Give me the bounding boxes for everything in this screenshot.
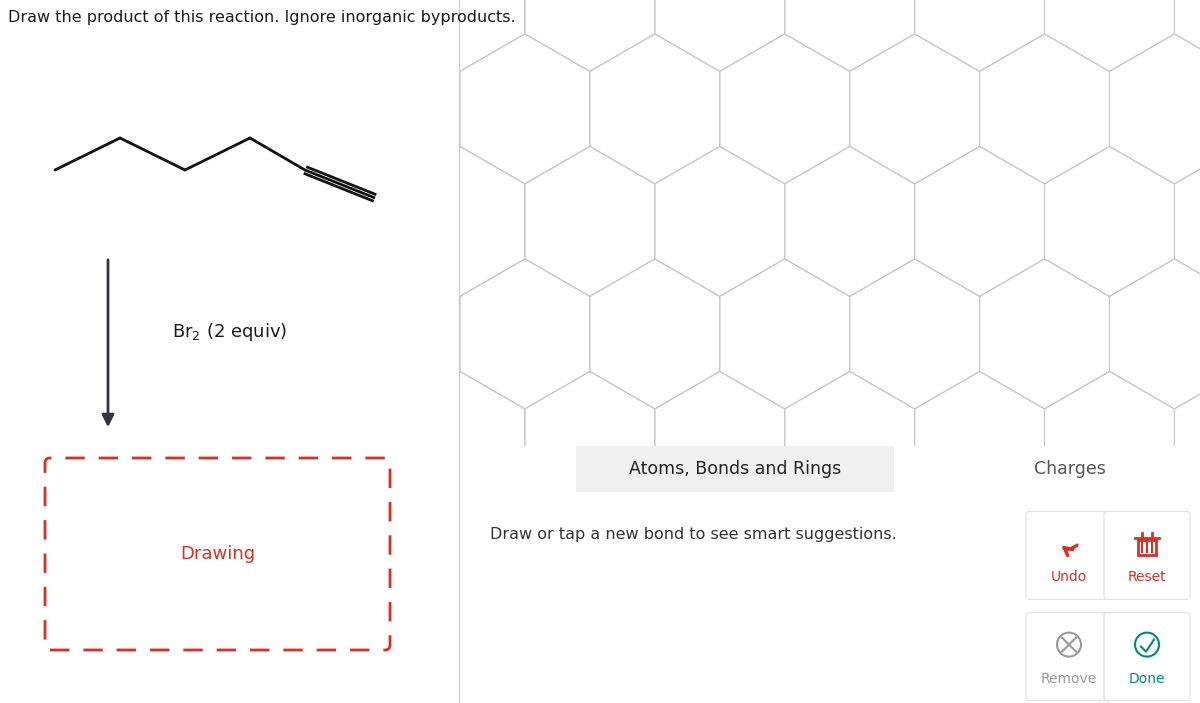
Text: Drawing: Drawing bbox=[180, 545, 256, 563]
Text: Draw the product of this reaction. Ignore inorganic byproducts.: Draw the product of this reaction. Ignor… bbox=[8, 10, 516, 25]
Text: Undo: Undo bbox=[1051, 570, 1087, 584]
Text: Atoms, Bonds and Rings: Atoms, Bonds and Rings bbox=[629, 460, 841, 478]
FancyBboxPatch shape bbox=[1104, 612, 1190, 701]
Text: Reset: Reset bbox=[1128, 570, 1166, 584]
Text: Br$_2$ (2 equiv): Br$_2$ (2 equiv) bbox=[173, 321, 288, 343]
FancyBboxPatch shape bbox=[1104, 511, 1190, 600]
Text: Done: Done bbox=[1129, 671, 1165, 685]
FancyBboxPatch shape bbox=[1026, 511, 1112, 600]
FancyBboxPatch shape bbox=[46, 458, 390, 650]
FancyBboxPatch shape bbox=[576, 438, 894, 496]
Text: Draw or tap a new bond to see smart suggestions.: Draw or tap a new bond to see smart sugg… bbox=[490, 527, 896, 542]
FancyBboxPatch shape bbox=[1026, 612, 1112, 701]
Text: Charges: Charges bbox=[1034, 460, 1106, 478]
Text: Remove: Remove bbox=[1040, 671, 1097, 685]
